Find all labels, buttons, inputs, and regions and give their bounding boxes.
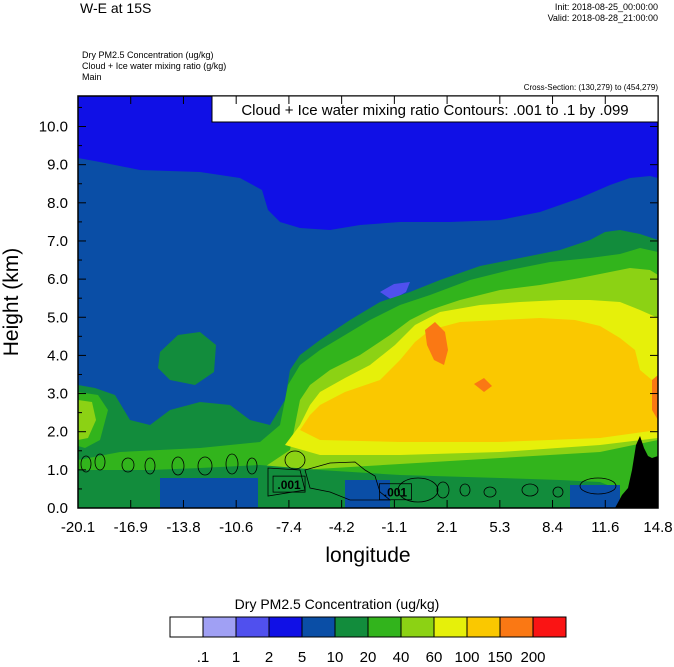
y-tick-label: 4.0 (47, 347, 68, 364)
y-tick-label: 9.0 (47, 157, 68, 174)
fill-band-200-edge (652, 375, 658, 420)
colorbar-swatch (169, 616, 204, 638)
colorbar-label: 2 (265, 649, 273, 666)
cloud-contour (436, 481, 450, 499)
colorbar-swatch (433, 616, 468, 638)
colorbar-swatch (334, 616, 369, 638)
colorbar-title: Dry PM2.5 Concentration (ug/kg) (234, 596, 440, 612)
fill-band-150 (300, 318, 658, 442)
contour-label-box (379, 483, 412, 501)
x-tick-label: -13.8 (166, 519, 200, 536)
x-tick-label: -10.6 (219, 519, 253, 536)
colorbar-swatch (532, 616, 567, 638)
y-tick-label: 6.0 (47, 271, 68, 288)
contour-label: .001 (277, 478, 301, 492)
y-tick-label: 3.0 (47, 386, 68, 403)
fill-band-10-base (160, 478, 258, 508)
fill-band-20-patch (158, 332, 216, 385)
contour-annotation: Cloud + Ice water mixing ratio Contours:… (241, 102, 628, 119)
fill-band-60-left (78, 400, 96, 440)
cloud-ice-contours (80, 450, 617, 503)
cloud-contour (284, 450, 306, 470)
cloud-contour (144, 457, 156, 475)
y-tick-label: 1.0 (47, 462, 68, 479)
colorbar-swatch (235, 616, 270, 638)
y-axis: 0.0 1.0 2.0 3.0 4.0 5.0 6.0 7.0 8.0 9.0 10.0 (39, 106, 658, 517)
field-name-pm25: Dry PM2.5 Concentration (ug/kg) (82, 50, 214, 60)
colorbar-swatch (367, 616, 402, 638)
colorbar-swatch (499, 616, 534, 638)
cloud-contour (171, 456, 185, 476)
x-tick-label: -20.1 (61, 519, 95, 536)
colorbar-swatch (202, 616, 237, 638)
x-tick-label: 5.3 (489, 519, 510, 536)
contour-label-group: .001 .001 (272, 475, 412, 501)
y-tick-label: 2.0 (47, 424, 68, 441)
cloud-contour (94, 453, 106, 471)
colorbar-label: 1 (232, 649, 240, 666)
cloud-contour (579, 477, 617, 495)
cloud-contour (246, 457, 258, 475)
cloud-contour (80, 455, 92, 473)
contour-label: .001 (384, 486, 408, 500)
x-axis-label: longitude (325, 544, 410, 567)
x-tick-label: 8.4 (542, 519, 563, 536)
y-axis-label: Height (km) (0, 248, 23, 357)
x-tick-label: -7.4 (276, 519, 302, 536)
colorbar-swatch (268, 616, 303, 638)
cloud-contour (483, 486, 497, 498)
x-tick-label: 14.8 (643, 519, 672, 536)
valid-time: Valid: 2018-08-28_21:00:00 (547, 13, 658, 23)
cloud-contour (197, 456, 213, 476)
cloud-contour (459, 483, 471, 497)
colorbar-label: 200 (520, 649, 545, 666)
colorbar-swatch (400, 616, 435, 638)
x-tick-label: -16.9 (114, 519, 148, 536)
y-tick-label: 5.0 (47, 309, 68, 326)
cloud-contour (552, 486, 564, 498)
colorbar-label: 10 (327, 649, 344, 666)
fill-band-200 (425, 322, 448, 365)
colorbar-swatch (466, 616, 501, 638)
fill-band-10-base-3 (570, 485, 620, 508)
cloud-contour (304, 461, 392, 501)
terrain (615, 436, 658, 508)
cloud-contour (225, 453, 239, 475)
colorbar-label: 100 (454, 649, 479, 666)
y-tick-label: 8.0 (47, 195, 68, 212)
contour-label-box (272, 475, 306, 493)
x-tick-label: -4.2 (329, 519, 355, 536)
x-axis: -20.1 -16.9 -13.8 -10.6 -7.4 -4.2 -1.1 2.1 5.3 8.… (61, 96, 673, 536)
x-tick-label: -1.1 (381, 519, 407, 536)
chart-title: W-E at 15S (80, 0, 152, 16)
cloud-contour (121, 457, 135, 473)
colorbar-label: 5 (298, 649, 306, 666)
field-name-main: Main (82, 72, 102, 82)
y-tick-label: 10.0 (39, 119, 68, 136)
init-time: Init: 2018-08-25_00:00:00 (554, 2, 658, 12)
annotation-box: Cloud + Ice water mixing ratio Contours:… (211, 95, 659, 123)
colorbar-swatch (301, 616, 336, 638)
cloud-contour (521, 483, 539, 497)
field-name-cloud-ice: Cloud + Ice water mixing ratio (g/kg) (82, 61, 227, 71)
cloud-contour (397, 477, 439, 503)
colorbar: .1 1 2 5 10 20 40 60 100 150 200 (169, 616, 567, 666)
y-tick-label: 0.0 (47, 500, 68, 517)
y-tick-label: 7.0 (47, 233, 68, 250)
x-tick-label: 2.1 (437, 519, 458, 536)
colorbar-label: 60 (426, 649, 443, 666)
cross-section-label: Cross-Section: (130,279) to (454,279) (523, 83, 658, 92)
x-tick-label: 11.6 (591, 519, 619, 536)
fill-band-5-patch (380, 282, 410, 300)
colorbar-label: .1 (197, 649, 210, 666)
colorbar-label: 150 (487, 649, 512, 666)
colorbar-label: 20 (360, 649, 377, 666)
filled-contours (78, 96, 658, 508)
colorbar-label: 40 (393, 649, 410, 666)
fill-band-200-patch (474, 378, 492, 392)
